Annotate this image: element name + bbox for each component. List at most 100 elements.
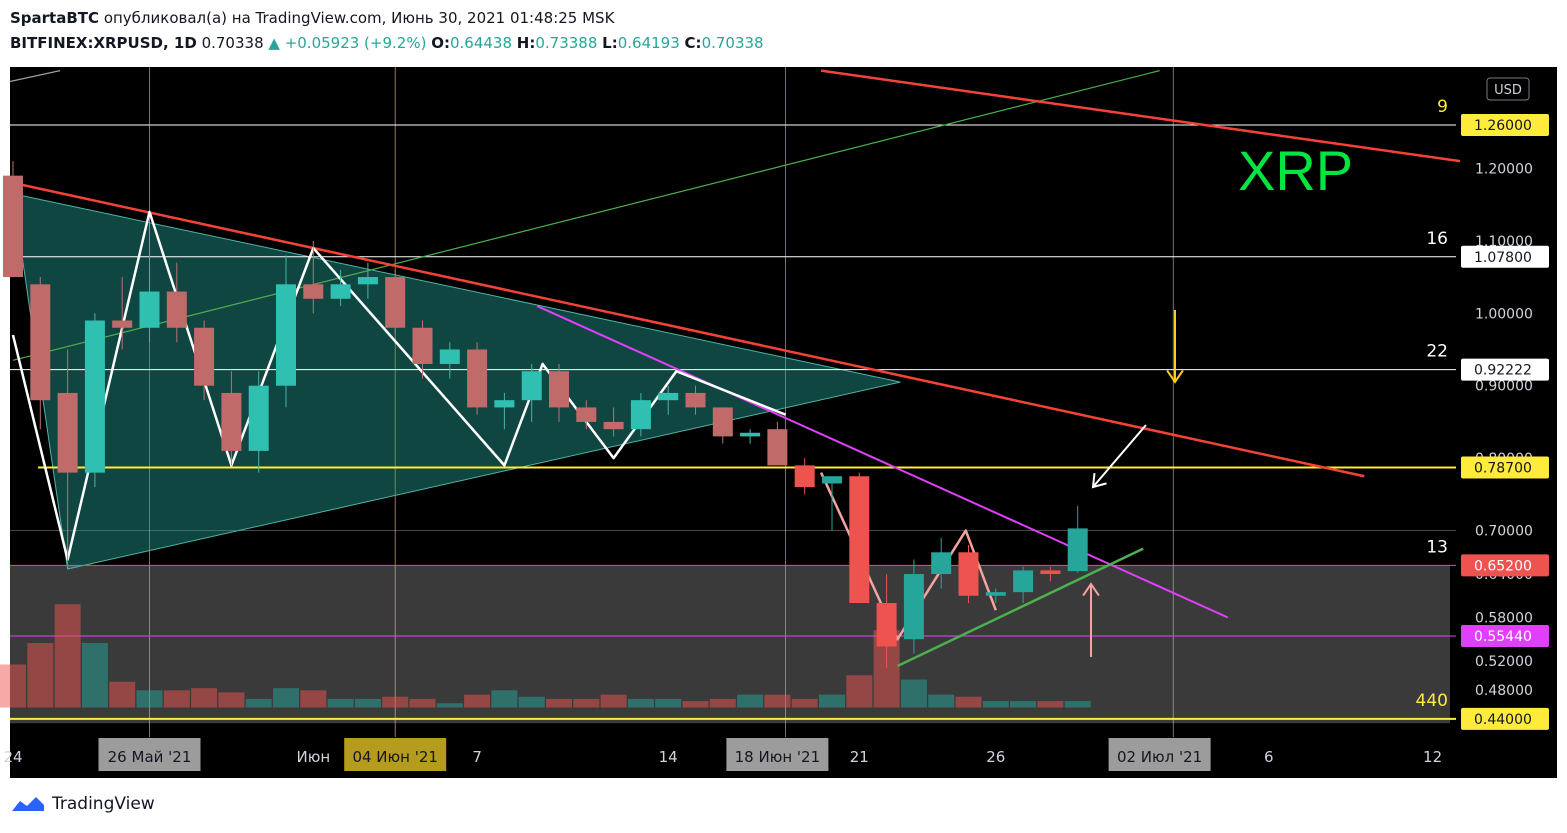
candle-body bbox=[166, 291, 187, 328]
volume-bar bbox=[436, 703, 463, 708]
candle-body bbox=[822, 476, 842, 484]
volume-bar bbox=[819, 694, 845, 708]
price-level-count: 16 bbox=[1426, 229, 1448, 249]
price-marker-label: 0.44000 bbox=[1474, 712, 1532, 728]
candle-body bbox=[221, 392, 242, 451]
volume-bar bbox=[928, 694, 955, 708]
candle-body bbox=[30, 284, 51, 401]
x-label-box bbox=[98, 738, 201, 771]
candle-body bbox=[740, 432, 761, 437]
candle-body bbox=[439, 349, 460, 364]
volume-bar bbox=[218, 692, 245, 708]
volume-bar bbox=[327, 698, 354, 708]
candle-body bbox=[576, 407, 597, 422]
price-marker-label: 1.26000 bbox=[1474, 118, 1532, 134]
candle-body bbox=[767, 429, 788, 466]
volume-bar bbox=[382, 696, 409, 708]
candle-body bbox=[412, 327, 433, 364]
candle-body bbox=[931, 552, 952, 575]
candle-body bbox=[467, 349, 488, 408]
x-tick-label: 26 Май '21 bbox=[108, 748, 192, 766]
y-tick-label: 0.90000 bbox=[1475, 379, 1533, 395]
open-label: O: bbox=[431, 34, 450, 52]
publish-text: опубликовал(а) на TradingView.com, Июнь … bbox=[103, 9, 615, 27]
brand-name: TradingView bbox=[52, 794, 155, 814]
volume-bar bbox=[655, 698, 682, 708]
candle-body bbox=[357, 277, 378, 285]
volume-bar bbox=[955, 696, 982, 708]
x-tick-label: 18 Июн '21 bbox=[735, 748, 821, 766]
price-marker-box bbox=[1461, 456, 1549, 479]
arrow-shaft bbox=[1092, 424, 1147, 488]
volume-bar bbox=[163, 690, 190, 708]
volume-bar bbox=[1037, 701, 1064, 708]
volume-bar bbox=[573, 698, 600, 708]
arrow-down-yellow bbox=[1166, 310, 1184, 384]
price-level-count: 9 bbox=[1437, 97, 1448, 117]
volume-bar bbox=[546, 698, 572, 708]
x-tick-label: 04 Июн '21 bbox=[352, 748, 438, 766]
candle-body bbox=[712, 407, 733, 437]
price-marker-box bbox=[1461, 707, 1549, 730]
volume-bar bbox=[136, 690, 163, 708]
price-marker-box bbox=[1461, 113, 1549, 136]
close-label: C: bbox=[684, 34, 702, 52]
volume-bar bbox=[464, 694, 491, 708]
candle-body bbox=[194, 327, 215, 386]
x-tick-label: 02 Июл '21 bbox=[1117, 748, 1202, 766]
x-tick-label: 21 bbox=[850, 748, 869, 766]
volume-bar bbox=[764, 694, 791, 708]
price-marker-box bbox=[1461, 554, 1549, 577]
price-marker-label: 0.92222 bbox=[1474, 363, 1532, 379]
candle-body bbox=[57, 392, 78, 473]
volume-bar bbox=[737, 694, 764, 708]
candle-body bbox=[1040, 570, 1061, 575]
volume-bar bbox=[0, 664, 26, 708]
tradingview-logo-icon bbox=[12, 797, 44, 811]
price-level-count: 440 bbox=[1416, 691, 1448, 711]
currency-label: USD bbox=[1494, 83, 1522, 98]
y-tick-label: 1.00000 bbox=[1475, 306, 1533, 322]
volume-bar bbox=[982, 701, 1009, 708]
price-level-count: 13 bbox=[1426, 537, 1448, 557]
y-tick-label: 0.58000 bbox=[1475, 610, 1533, 626]
candle-body bbox=[1067, 528, 1088, 572]
candle-body bbox=[1013, 570, 1034, 593]
candle-body bbox=[794, 465, 815, 488]
tradingview-brand: TradingView bbox=[10, 794, 155, 814]
trend-line-red-upper bbox=[820, 69, 1461, 163]
x-label-box bbox=[344, 738, 447, 771]
y-tick-label: 1.20000 bbox=[1475, 161, 1533, 177]
high-label: H: bbox=[516, 34, 536, 52]
candle-body bbox=[549, 371, 569, 408]
arrow-head bbox=[1082, 582, 1100, 597]
x-label-box bbox=[726, 738, 829, 771]
x-tick-label: 26 bbox=[986, 748, 1005, 766]
last-price: 0.70338 bbox=[201, 34, 264, 52]
y-tick-label: 0.70000 bbox=[1475, 524, 1533, 540]
currency-box bbox=[1486, 77, 1530, 101]
candle-body bbox=[630, 400, 651, 430]
candle-body bbox=[330, 284, 351, 299]
arrow-head bbox=[1166, 369, 1184, 384]
candle-body bbox=[248, 385, 269, 451]
volume-bar bbox=[600, 694, 627, 708]
volume-bar bbox=[109, 681, 136, 708]
candle-body bbox=[958, 552, 979, 596]
trend-line-grey bbox=[9, 70, 61, 83]
price-marker-box bbox=[1461, 625, 1549, 648]
trend-line-green bbox=[12, 70, 1160, 361]
candle-body bbox=[521, 371, 542, 401]
candle-body bbox=[139, 291, 160, 328]
price-marker-label: 0.65200 bbox=[1474, 558, 1532, 574]
x-tick-label: 12 bbox=[1423, 748, 1442, 766]
watermark-xrp: XRP bbox=[1238, 139, 1353, 202]
x-tick-label: Июн bbox=[296, 748, 330, 766]
volume-bar bbox=[518, 696, 545, 708]
candle-body bbox=[985, 592, 1006, 596]
arrow-head bbox=[1091, 472, 1107, 489]
volume-bar bbox=[846, 675, 873, 708]
price-marker-label: 0.55440 bbox=[1474, 629, 1532, 645]
range-zone bbox=[10, 565, 1450, 724]
